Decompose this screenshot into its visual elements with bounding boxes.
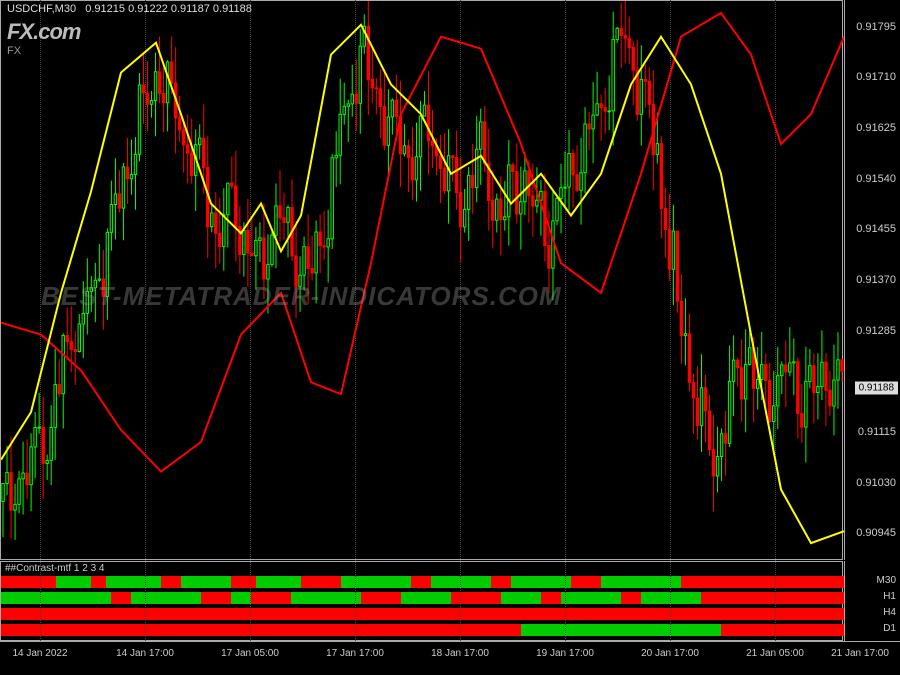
indicator-segment bbox=[571, 576, 601, 588]
x-tick-label: 17 Jan 17:00 bbox=[326, 648, 384, 659]
indicator-segment bbox=[431, 576, 491, 588]
y-axis: 0.90945 0.91030 0.91115 0.91188 0.91285 0.913… bbox=[844, 0, 900, 560]
chart-header: USDCHF,M30 0.91215 0.91222 0.91187 0.911… bbox=[7, 3, 252, 15]
indicator-segment bbox=[641, 592, 701, 604]
indicator-segment bbox=[161, 576, 181, 588]
y-tick-label: 0.91540 bbox=[856, 173, 896, 185]
indicator-segment bbox=[91, 576, 106, 588]
indicator-row bbox=[1, 608, 844, 620]
price-marker: 0.91188 bbox=[855, 382, 898, 395]
indicator-segment bbox=[181, 576, 231, 588]
indicator-segment bbox=[341, 576, 411, 588]
symbol-label: USDCHF,M30 bbox=[7, 3, 76, 15]
indicator-segment bbox=[491, 576, 511, 588]
y-tick-label: 0.91625 bbox=[856, 122, 896, 134]
y-tick-label: 0.91370 bbox=[856, 274, 896, 286]
x-tick-label: 17 Jan 05:00 bbox=[221, 648, 279, 659]
x-tick-label: 14 Jan 17:00 bbox=[116, 648, 174, 659]
indicator-segment bbox=[56, 576, 91, 588]
indicator-segment bbox=[721, 624, 844, 636]
logo: FX.com FX bbox=[7, 19, 80, 57]
indicator-segment bbox=[361, 592, 401, 604]
y-tick-label: 0.91795 bbox=[856, 21, 896, 33]
indicator-segment bbox=[621, 592, 641, 604]
y-tick-label: 0.90945 bbox=[856, 527, 896, 539]
indicator-row-label: D1 bbox=[883, 623, 896, 634]
indicator-segment bbox=[1, 576, 56, 588]
indicator-row bbox=[1, 592, 844, 604]
price-chart[interactable]: USDCHF,M30 0.91215 0.91222 0.91187 0.911… bbox=[0, 0, 843, 560]
indicator-segment bbox=[561, 592, 621, 604]
indicator-segment bbox=[111, 592, 131, 604]
indicator-segment bbox=[231, 592, 251, 604]
y-tick-label: 0.91115 bbox=[858, 426, 896, 438]
indicator-segment bbox=[501, 592, 541, 604]
indicator-segment bbox=[131, 592, 201, 604]
indicator-segment bbox=[201, 592, 231, 604]
indicator-row-label: M30 bbox=[877, 575, 896, 586]
logo-main: FX.com bbox=[7, 19, 80, 45]
logo-sub: FX bbox=[7, 45, 80, 57]
y-tick-label: 0.91710 bbox=[856, 71, 896, 83]
indicator-segment bbox=[541, 592, 561, 604]
indicator-segment bbox=[511, 576, 571, 588]
indicator-panel[interactable]: ##Contrast-mtf 1 2 3 4 bbox=[0, 561, 843, 641]
indicator-y-axis: M30 H1 H4 D1 bbox=[844, 561, 900, 641]
x-tick-label: 19 Jan 17:00 bbox=[536, 648, 594, 659]
indicator-segment bbox=[251, 592, 291, 604]
x-tick-label: 20 Jan 17:00 bbox=[641, 648, 699, 659]
x-tick-label: 18 Jan 17:00 bbox=[431, 648, 489, 659]
chart-canvas bbox=[1, 1, 844, 561]
indicator-segment bbox=[401, 592, 451, 604]
indicator-row-label: H4 bbox=[883, 607, 896, 618]
indicator-segment bbox=[411, 576, 431, 588]
indicator-segment bbox=[231, 576, 256, 588]
indicator-segment bbox=[451, 592, 501, 604]
indicator-segment bbox=[521, 624, 721, 636]
ohlc-label: 0.91215 0.91222 0.91187 0.91188 bbox=[85, 3, 252, 15]
indicator-row bbox=[1, 624, 844, 636]
indicator-segment bbox=[106, 576, 161, 588]
x-tick-label: 21 Jan 17:00 bbox=[831, 648, 889, 659]
y-tick-label: 0.91455 bbox=[856, 223, 896, 235]
indicator-segment bbox=[256, 576, 301, 588]
x-axis: 14 Jan 2022 14 Jan 17:00 17 Jan 05:00 17 Ja… bbox=[0, 641, 900, 675]
indicator-title: ##Contrast-mtf 1 2 3 4 bbox=[5, 563, 105, 574]
x-tick-label: 21 Jan 05:00 bbox=[746, 648, 804, 659]
indicator-segment bbox=[601, 576, 681, 588]
indicator-segment bbox=[1, 592, 111, 604]
indicator-segment bbox=[681, 576, 844, 588]
x-tick-label: 14 Jan 2022 bbox=[12, 648, 67, 659]
y-tick-label: 0.91285 bbox=[856, 325, 896, 337]
y-tick-label: 0.91030 bbox=[856, 477, 896, 489]
indicator-row bbox=[1, 576, 844, 588]
indicator-row-label: H1 bbox=[883, 591, 896, 602]
indicator-segment bbox=[1, 608, 844, 620]
indicator-segment bbox=[291, 592, 361, 604]
indicator-segment bbox=[701, 592, 844, 604]
indicator-segment bbox=[1, 624, 521, 636]
indicator-segment bbox=[301, 576, 341, 588]
